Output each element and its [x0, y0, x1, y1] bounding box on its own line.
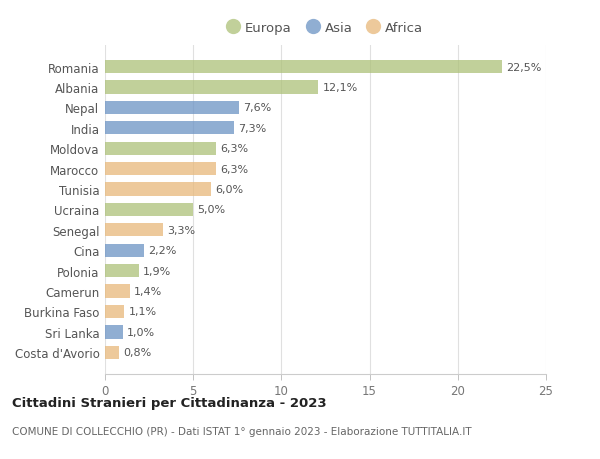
Text: 2,2%: 2,2% — [148, 246, 176, 256]
Text: 1,0%: 1,0% — [127, 327, 155, 337]
Bar — [105, 183, 211, 196]
Bar — [105, 244, 144, 257]
Text: 3,3%: 3,3% — [167, 225, 196, 235]
Bar — [105, 203, 193, 217]
Text: COMUNE DI COLLECCHIO (PR) - Dati ISTAT 1° gennaio 2023 - Elaborazione TUTTITALIA: COMUNE DI COLLECCHIO (PR) - Dati ISTAT 1… — [12, 426, 472, 436]
Bar — [105, 264, 139, 278]
Text: 6,3%: 6,3% — [221, 164, 248, 174]
Bar — [105, 142, 216, 156]
Bar — [105, 101, 239, 115]
Bar — [105, 81, 319, 95]
Bar — [105, 325, 122, 339]
Bar — [105, 346, 119, 359]
Text: 7,6%: 7,6% — [244, 103, 272, 113]
Bar — [105, 162, 216, 176]
Text: 7,3%: 7,3% — [238, 123, 266, 134]
Text: 1,1%: 1,1% — [129, 307, 157, 317]
Text: 12,1%: 12,1% — [323, 83, 358, 93]
Text: 5,0%: 5,0% — [197, 205, 226, 215]
Text: 1,4%: 1,4% — [134, 286, 163, 297]
Text: 6,0%: 6,0% — [215, 185, 244, 195]
Bar — [105, 122, 234, 135]
Text: 0,8%: 0,8% — [124, 347, 152, 358]
Text: 1,9%: 1,9% — [143, 266, 171, 276]
Bar — [105, 285, 130, 298]
Bar — [105, 61, 502, 74]
Text: 22,5%: 22,5% — [506, 62, 542, 73]
Legend: Europa, Asia, Africa: Europa, Asia, Africa — [222, 17, 429, 40]
Text: 6,3%: 6,3% — [221, 144, 248, 154]
Bar — [105, 224, 163, 237]
Bar — [105, 305, 124, 319]
Text: Cittadini Stranieri per Cittadinanza - 2023: Cittadini Stranieri per Cittadinanza - 2… — [12, 396, 326, 409]
